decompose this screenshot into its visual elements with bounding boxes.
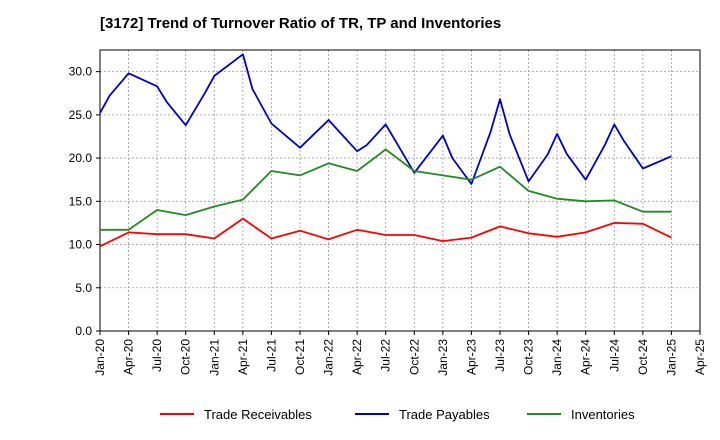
x-tick-label: Apr-22 — [350, 339, 364, 375]
plot-area — [100, 50, 700, 331]
x-tick-label: Jul-20 — [150, 339, 164, 372]
x-tick-label: Apr-23 — [464, 339, 478, 375]
y-tick-label: 30.0 — [69, 65, 93, 79]
x-tick-label: Oct-21 — [293, 339, 307, 375]
y-tick-label: 25.0 — [69, 108, 93, 122]
chart-title: [3172] Trend of Turnover Ratio of TR, TP… — [100, 15, 502, 32]
plot-frame — [99, 49, 701, 332]
trade-receivables-legend-label: Trade Receivables — [204, 407, 312, 422]
x-tick-label: Jul-24 — [607, 339, 621, 372]
x-tick-label: Apr-24 — [579, 339, 593, 375]
trade-payables-legend-label: Trade Payables — [399, 407, 490, 422]
y-tick-label: 10.0 — [69, 238, 93, 252]
x-tick-label: Jan-25 — [664, 339, 678, 376]
trade-receivables-line — [99, 217, 672, 248]
x-tick-label: Oct-22 — [407, 339, 421, 375]
x-tick-label: Jul-22 — [379, 339, 393, 372]
y-tick-label: 0.0 — [75, 324, 92, 338]
x-tick-label: Jan-22 — [322, 339, 336, 376]
inventories-legend-label: Inventories — [571, 407, 635, 422]
x-tick-label: Oct-20 — [179, 339, 193, 375]
x-tick-label: Jan-24 — [550, 339, 564, 376]
x-tick-label: Jul-23 — [493, 339, 507, 372]
y-tick-label: 20.0 — [69, 151, 93, 165]
gridlines — [100, 50, 700, 331]
axes: Jan-20 Apr-20 Jul-20 Oct-20 Jan-21 Apr-21 Jul-… — [69, 49, 707, 376]
series-lines — [99, 53, 672, 248]
x-tick-label: Jan-20 — [93, 339, 107, 376]
inventories-line — [100, 148, 672, 231]
y-tick-label: 5.0 — [75, 281, 92, 295]
x-tick-label: Apr-21 — [236, 339, 250, 375]
x-tick-label: Oct-23 — [522, 339, 536, 375]
trade-payables-line — [99, 53, 672, 185]
x-tick-label: Jan-23 — [436, 339, 450, 376]
legend: Trade Receivables Trade Payables Inventori… — [160, 407, 635, 422]
x-tick-label: Jan-21 — [207, 339, 221, 376]
x-tick-label: Oct-24 — [636, 339, 650, 375]
x-tick-label: Apr-20 — [122, 339, 136, 375]
x-tick-label: Apr-25 — [693, 339, 707, 375]
y-tick-label: 15.0 — [69, 194, 93, 208]
x-tick-label: Jul-21 — [264, 339, 278, 372]
